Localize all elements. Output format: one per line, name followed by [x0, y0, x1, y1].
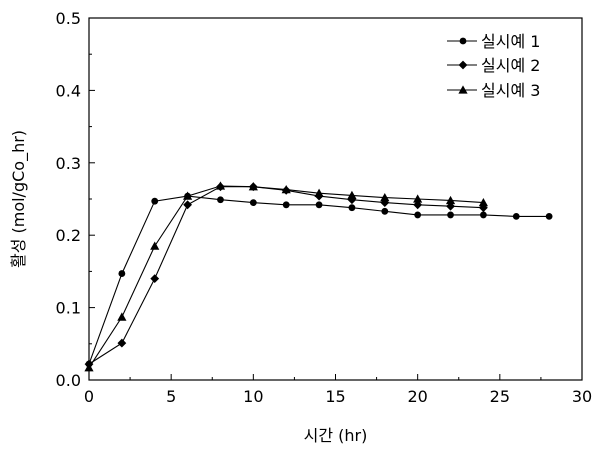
data-point [118, 270, 125, 277]
legend-entry: 실시예 2 [447, 56, 540, 75]
data-point [150, 274, 159, 283]
y-tick-label: 0.3 [56, 154, 81, 173]
data-point [250, 199, 257, 206]
data-point [546, 213, 553, 220]
legend-marker [460, 38, 467, 45]
data-point [447, 212, 454, 219]
series-2 [85, 182, 488, 368]
y-tick-label: 0.4 [56, 81, 81, 100]
y-tick-label: 0.0 [56, 371, 81, 390]
data-point [480, 212, 487, 219]
series-line [89, 196, 549, 364]
legend: 실시예 1 실시예 2 실시예 3 [447, 32, 540, 100]
legend-marker [459, 61, 468, 70]
legend-entry: 실시예 3 [447, 81, 540, 100]
x-tick-label: 10 [243, 387, 263, 406]
x-tick-label: 5 [166, 387, 176, 406]
x-tick-label: 0 [84, 387, 94, 406]
y-axis-title: 활성 (mol/gCo_hr) [9, 130, 29, 268]
data-point [349, 204, 356, 211]
series-3 [84, 181, 488, 371]
data-point [414, 212, 421, 219]
data-point [216, 181, 225, 189]
y-tick-label: 0.1 [56, 299, 81, 318]
x-tick-label: 20 [407, 387, 427, 406]
data-point [151, 198, 158, 205]
data-point [117, 312, 126, 320]
data-point [117, 339, 126, 348]
x-tick-label: 15 [325, 387, 345, 406]
series-line [89, 186, 483, 368]
y-tick-label: 0.2 [56, 226, 81, 245]
x-tick-label: 25 [490, 387, 510, 406]
data-point [381, 208, 388, 215]
data-point [316, 201, 323, 208]
data-point [283, 201, 290, 208]
data-point [150, 241, 159, 249]
x-axis-title: 시간 (hr) [304, 426, 368, 445]
legend-label: 실시예 2 [481, 56, 540, 75]
data-point [217, 196, 224, 203]
y-tick-label: 0.5 [56, 9, 81, 28]
data-point [513, 213, 520, 220]
legend-entry: 실시예 1 [447, 32, 540, 51]
x-tick-label: 30 [572, 387, 592, 406]
series-line [89, 187, 483, 364]
legend-label: 실시예 1 [481, 32, 540, 51]
legend-label: 실시예 3 [481, 81, 540, 100]
series-layer [84, 181, 552, 371]
